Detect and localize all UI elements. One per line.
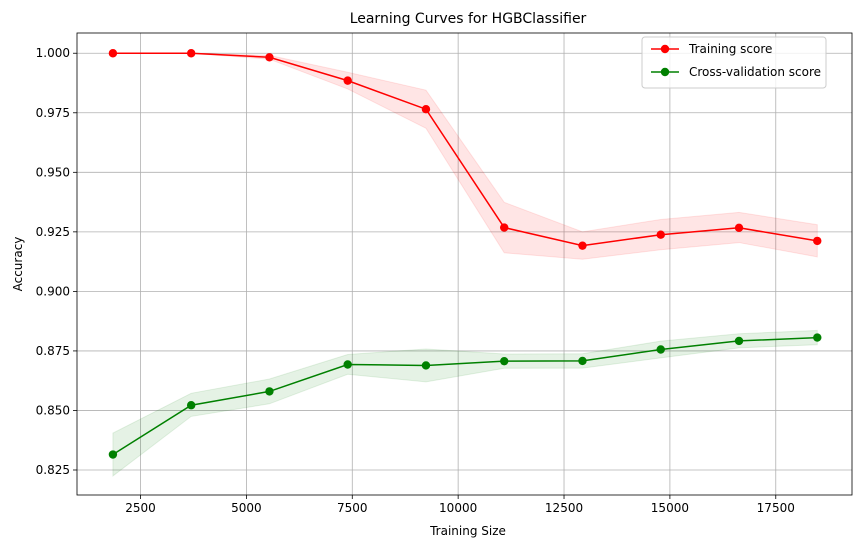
cv-score-point [421, 361, 431, 370]
y-tick-label: 0.900 [36, 284, 70, 298]
x-tick-label: 2500 [125, 501, 156, 515]
legend-box [641, 36, 827, 89]
cv-score-line [112, 336, 818, 456]
cv-score-point [578, 356, 587, 366]
y-tick-label: 0.825 [36, 463, 70, 477]
training-score-point [108, 49, 118, 58]
legend-label-cv: Cross-validation score [689, 65, 821, 79]
training-score-point [734, 223, 744, 233]
y-tick-label: 0.950 [36, 165, 70, 179]
chart-title: Learning Curves for HGBClassifier [350, 11, 587, 27]
cv-score-point [343, 360, 352, 369]
y-tick-label: 0.925 [36, 225, 70, 239]
training-score-point [578, 241, 587, 250]
training-score-point [421, 105, 431, 114]
legend-marker-training [660, 44, 670, 54]
score-points [108, 49, 822, 459]
training-score-line [112, 52, 818, 247]
y-tick-label: 0.850 [36, 403, 70, 417]
training-score-point [343, 76, 352, 85]
legend: Training score Cross-validation score [641, 36, 827, 89]
y-tick-label: 0.975 [36, 106, 70, 120]
x-axis-ticks: 2500 5000 7500 10000 12500 15000 17500 [125, 495, 795, 515]
legend-marker-cv [660, 67, 670, 77]
y-axis-ticks: 0.825 0.850 0.875 0.900 0.925 0.950 0.975 1.000 [36, 46, 77, 477]
cv-score-point [186, 401, 196, 410]
cv-score-band [112, 329, 818, 477]
cv-score-point [500, 356, 509, 366]
plot-frame [76, 32, 853, 496]
score-lines [112, 52, 818, 456]
x-tick-label: 12500 [545, 501, 583, 515]
cv-score-point [734, 336, 744, 346]
x-tick-label: 5000 [231, 501, 262, 515]
training-score-point [656, 230, 665, 239]
training-score-point [186, 49, 196, 58]
y-tick-label: 1.000 [36, 46, 70, 60]
score-bands [112, 52, 818, 477]
training-score-point [500, 223, 509, 232]
cv-score-point [108, 450, 118, 459]
x-tick-label: 7500 [337, 501, 368, 515]
training-score-point [813, 236, 822, 246]
legend-label-training: Training score [688, 42, 772, 56]
cv-score-point [656, 345, 665, 354]
cv-score-point [813, 333, 822, 342]
x-tick-label: 15000 [651, 501, 689, 515]
training-score-point [265, 53, 274, 62]
cv-score-point [265, 387, 274, 396]
x-tick-label: 10000 [439, 501, 477, 515]
x-axis-label: Training Size [429, 524, 506, 538]
y-axis-label: Accuracy [11, 237, 25, 292]
x-tick-label: 17500 [757, 501, 795, 515]
y-tick-label: 0.875 [36, 344, 70, 358]
grid-lines [77, 33, 852, 495]
